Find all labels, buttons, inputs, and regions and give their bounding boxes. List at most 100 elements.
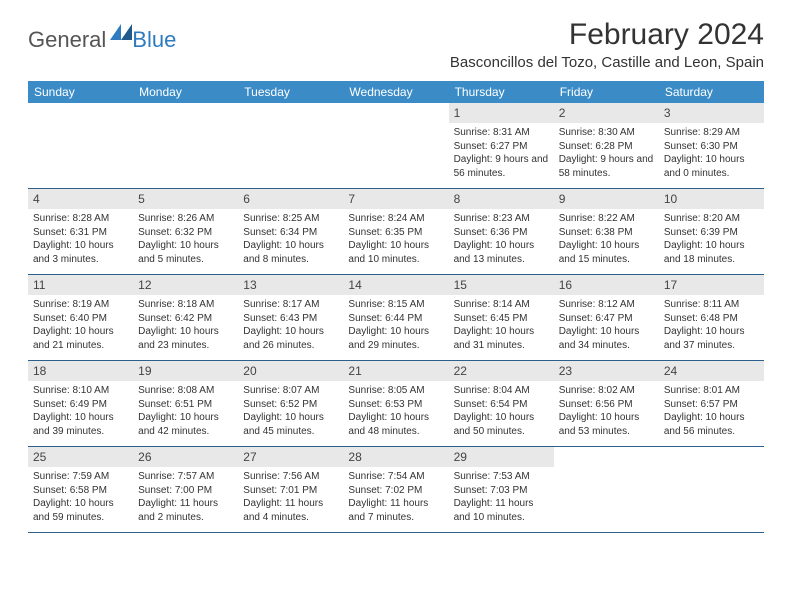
calendar-day-cell: 24Sunrise: 8:01 AMSunset: 6:57 PMDayligh… [659, 361, 764, 447]
day-info: Sunrise: 7:54 AMSunset: 7:02 PMDaylight:… [348, 470, 443, 524]
day-number: 17 [659, 275, 764, 295]
day-info: Sunrise: 8:31 AMSunset: 6:27 PMDaylight:… [454, 126, 549, 180]
day-number: 14 [343, 275, 448, 295]
calendar-day-cell: 26Sunrise: 7:57 AMSunset: 7:00 PMDayligh… [133, 447, 238, 533]
daylight-text: Daylight: 9 hours and 56 minutes. [454, 153, 549, 180]
location-subtitle: Basconcillos del Tozo, Castille and Leon… [450, 54, 764, 71]
day-info: Sunrise: 8:19 AMSunset: 6:40 PMDaylight:… [33, 298, 128, 352]
daylight-text: Daylight: 10 hours and 13 minutes. [454, 239, 549, 266]
calendar-day-cell: 3Sunrise: 8:29 AMSunset: 6:30 PMDaylight… [659, 103, 764, 189]
day-number: 12 [133, 275, 238, 295]
sunrise-text: Sunrise: 8:04 AM [454, 384, 549, 398]
daylight-text: Daylight: 10 hours and 0 minutes. [664, 153, 759, 180]
sunset-text: Sunset: 6:40 PM [33, 312, 128, 326]
daylight-text: Daylight: 10 hours and 18 minutes. [664, 239, 759, 266]
sunrise-text: Sunrise: 8:14 AM [454, 298, 549, 312]
weekday-header-cell: Sunday [28, 81, 133, 103]
sunset-text: Sunset: 6:47 PM [559, 312, 654, 326]
day-number: 4 [28, 189, 133, 209]
day-info: Sunrise: 7:53 AMSunset: 7:03 PMDaylight:… [454, 470, 549, 524]
month-title: February 2024 [450, 18, 764, 52]
calendar-day-cell: 18Sunrise: 8:10 AMSunset: 6:49 PMDayligh… [28, 361, 133, 447]
daylight-text: Daylight: 10 hours and 21 minutes. [33, 325, 128, 352]
daylight-text: Daylight: 10 hours and 10 minutes. [348, 239, 443, 266]
day-info: Sunrise: 8:11 AMSunset: 6:48 PMDaylight:… [664, 298, 759, 352]
calendar-day-cell: 1 Sunrise: 8:31 AMSunset: 6:27 PMDaylight… [449, 103, 554, 189]
day-number: 8 [449, 189, 554, 209]
day-number: 21 [343, 361, 448, 381]
daylight-text: Daylight: 9 hours and 58 minutes. [559, 153, 654, 180]
day-info: Sunrise: 8:15 AMSunset: 6:44 PMDaylight:… [348, 298, 443, 352]
daylight-text: Daylight: 10 hours and 48 minutes. [348, 411, 443, 438]
calendar-empty-cell [238, 103, 343, 189]
weekday-header-cell: Friday [554, 81, 659, 103]
calendar-day-cell: 22Sunrise: 8:04 AMSunset: 6:54 PMDayligh… [449, 361, 554, 447]
sunrise-text: Sunrise: 8:05 AM [348, 384, 443, 398]
day-info: Sunrise: 8:17 AMSunset: 6:43 PMDaylight:… [243, 298, 338, 352]
sunset-text: Sunset: 7:02 PM [348, 484, 443, 498]
weekday-header-cell: Thursday [449, 81, 554, 103]
sunset-text: Sunset: 6:43 PM [243, 312, 338, 326]
sunset-text: Sunset: 6:34 PM [243, 226, 338, 240]
calendar-day-cell: 19Sunrise: 8:08 AMSunset: 6:51 PMDayligh… [133, 361, 238, 447]
logo-text-blue: Blue [132, 27, 176, 53]
day-info: Sunrise: 8:18 AMSunset: 6:42 PMDaylight:… [138, 298, 233, 352]
sunrise-text: Sunrise: 8:30 AM [559, 126, 654, 140]
day-number: 16 [554, 275, 659, 295]
sunrise-text: Sunrise: 8:10 AM [33, 384, 128, 398]
calendar-body: 1Sunrise: 8:31 AMSunset: 6:27 PMDaylight… [28, 103, 764, 533]
day-number: 2 [554, 103, 659, 123]
daylight-text: Daylight: 10 hours and 42 minutes. [138, 411, 233, 438]
sunrise-text: Sunrise: 8:15 AM [348, 298, 443, 312]
day-number: 25 [28, 447, 133, 467]
sunset-text: Sunset: 6:52 PM [243, 398, 338, 412]
sunset-text: Sunset: 7:01 PM [243, 484, 338, 498]
calendar-day-cell: 15Sunrise: 8:14 AMSunset: 6:45 PMDayligh… [449, 275, 554, 361]
sunset-text: Sunset: 6:36 PM [454, 226, 549, 240]
day-number: 24 [659, 361, 764, 381]
sunrise-text: Sunrise: 8:18 AM [138, 298, 233, 312]
sunrise-text: Sunrise: 8:25 AM [243, 212, 338, 226]
daylight-text: Daylight: 10 hours and 39 minutes. [33, 411, 128, 438]
day-info: Sunrise: 8:25 AMSunset: 6:34 PMDaylight:… [243, 212, 338, 266]
day-number: 20 [238, 361, 343, 381]
sunrise-text: Sunrise: 7:54 AM [348, 470, 443, 484]
sunset-text: Sunset: 6:45 PM [454, 312, 549, 326]
sunrise-text: Sunrise: 8:29 AM [664, 126, 759, 140]
sunrise-text: Sunrise: 8:23 AM [454, 212, 549, 226]
sunrise-text: Sunrise: 8:17 AM [243, 298, 338, 312]
weekday-header-cell: Saturday [659, 81, 764, 103]
day-info: Sunrise: 8:12 AMSunset: 6:47 PMDaylight:… [559, 298, 654, 352]
daylight-text: Daylight: 10 hours and 59 minutes. [33, 497, 128, 524]
calendar-day-cell: 25 Sunrise: 7:59 AMSunset: 6:58 PMDayligh… [28, 447, 133, 533]
sunset-text: Sunset: 6:27 PM [454, 140, 549, 154]
calendar-page: General Blue February 2024 Basconcillos … [0, 0, 792, 543]
calendar-day-cell: 20 Sunrise: 8:07 AMSunset: 6:52 PMDayligh… [238, 361, 343, 447]
calendar-day-cell: 28Sunrise: 7:54 AMSunset: 7:02 PMDayligh… [343, 447, 448, 533]
daylight-text: Daylight: 10 hours and 5 minutes. [138, 239, 233, 266]
sunrise-text: Sunrise: 8:24 AM [348, 212, 443, 226]
sunset-text: Sunset: 6:51 PM [138, 398, 233, 412]
logo: General Blue [28, 24, 176, 55]
day-number: 5 [133, 189, 238, 209]
sunrise-text: Sunrise: 8:07 AM [243, 384, 338, 398]
day-number: 1 [449, 103, 554, 123]
page-header: General Blue February 2024 Basconcillos … [28, 18, 764, 71]
day-number: 13 [238, 275, 343, 295]
day-info: Sunrise: 7:59 AMSunset: 6:58 PMDaylight:… [33, 470, 128, 524]
weekday-header-cell: Tuesday [238, 81, 343, 103]
sunset-text: Sunset: 6:54 PM [454, 398, 549, 412]
sunrise-text: Sunrise: 7:53 AM [454, 470, 549, 484]
daylight-text: Daylight: 11 hours and 2 minutes. [138, 497, 233, 524]
daylight-text: Daylight: 10 hours and 8 minutes. [243, 239, 338, 266]
day-number: 11 [28, 275, 133, 295]
calendar-day-cell: 10Sunrise: 8:20 AMSunset: 6:39 PMDayligh… [659, 189, 764, 275]
daylight-text: Daylight: 10 hours and 23 minutes. [138, 325, 233, 352]
sunrise-text: Sunrise: 8:31 AM [454, 126, 549, 140]
daylight-text: Daylight: 10 hours and 45 minutes. [243, 411, 338, 438]
calendar-empty-cell [554, 447, 659, 533]
calendar-day-cell: 4Sunrise: 8:28 AMSunset: 6:31 PMDaylight… [28, 189, 133, 275]
calendar-empty-cell [659, 447, 764, 533]
logo-text-general: General [28, 27, 106, 53]
calendar-day-cell: 12 Sunrise: 8:18 AMSunset: 6:42 PMDayligh… [133, 275, 238, 361]
